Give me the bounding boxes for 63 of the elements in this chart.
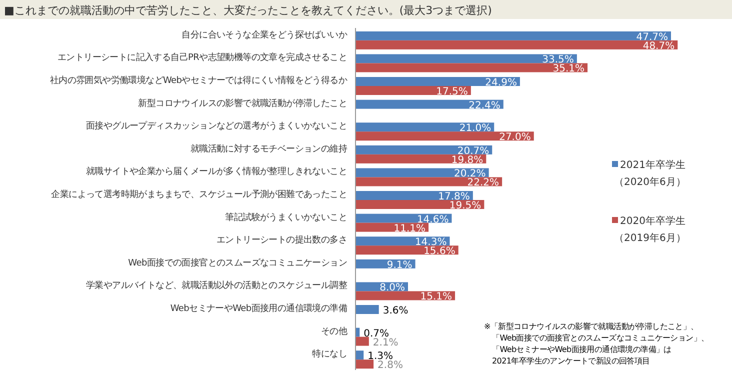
y-tick-label: エントリーシートに記入する自己PRや志望動機等の文章を完成させること <box>58 52 347 64</box>
bar <box>355 336 369 346</box>
data-label: 21.0% <box>459 123 492 134</box>
data-label: 14.6% <box>416 214 449 226</box>
y-tick-label: 企業によって選考時期がまちまちで、スケジュール予測が困難であったこと <box>51 189 347 200</box>
bar <box>355 168 489 178</box>
y-tick-label: 新型コロナウイルスの影響で就職活動が停滞したこと <box>138 98 347 109</box>
annotation: 2021年卒学生のアンケートで新設の回答項目 <box>492 356 650 366</box>
data-label: 47.7% <box>636 32 668 43</box>
annotation: ※「新型コロナウイルスの影響で就職活動が停滞したこと」、 <box>484 322 698 331</box>
legend-label: 2021年卒学生（2020年6月） <box>614 159 686 188</box>
data-label: 17.5% <box>436 86 468 98</box>
bar <box>355 191 473 200</box>
data-label: 2.1% <box>372 337 398 348</box>
bar <box>355 305 379 314</box>
text: ■これまでの就職活動の中で苦労したこと、大変だったことを教えてください。(最大3つまで選択) <box>4 4 492 17</box>
data-label: 27.0% <box>499 132 531 144</box>
data-label: 19.8% <box>451 154 484 166</box>
y-tick-label: Web面接での面接官とのスムーズなコミュニケーション <box>128 257 348 268</box>
bar <box>355 145 492 154</box>
bar <box>355 40 678 50</box>
data-label: 22.2% <box>467 178 500 189</box>
bar <box>355 63 588 72</box>
bar <box>355 154 486 164</box>
y-tick-label: 面接やグループディスカッションなどの選考がうまくいかないこと <box>86 120 347 132</box>
bar <box>355 77 520 86</box>
data-label: 2.8% <box>378 360 403 372</box>
data-label: 19.5% <box>449 200 482 212</box>
bar <box>355 100 504 109</box>
y-tick-label: 就職サイトや企業から届くメールが多く情報が整理しきれないこと <box>86 166 347 178</box>
data-label: 15.1% <box>420 292 452 303</box>
legend-label: 2020年卒学生（2019年6月） <box>614 215 686 244</box>
data-label: 9.1% <box>386 260 412 271</box>
y-tick-label: 社内の雰囲気や労働環境などWebやセミナーでは得にくい情報をどう得るか <box>50 75 348 86</box>
data-label: 3.6% <box>382 306 408 316</box>
bar <box>355 122 494 132</box>
data-label: 35.1% <box>552 64 585 75</box>
bar <box>355 132 534 141</box>
data-label: 20.7% <box>457 146 490 157</box>
y-tick-label: 就職活動に対するモチベーションの維持 <box>190 143 348 154</box>
bar <box>355 360 374 369</box>
data-label: 22.4% <box>468 100 500 112</box>
y-tick-label: 学業やアルバイトなど、就職活動以外の活動とのスケジュール調整 <box>86 280 348 292</box>
bar <box>355 31 671 40</box>
annotation: 「Web面接での面接官とのスムーズなコミュニケーション」、 <box>492 334 709 342</box>
y-tick-label: エントリーシートの提出数の多さ <box>216 234 347 246</box>
y-tick-label: 特になし <box>312 348 347 360</box>
y-tick-label: WebセミナーやWeb面接用の通信環境の準備 <box>170 303 348 314</box>
annotation: 「WebセミナーやWeb面接用の通信環境の準備」は <box>492 345 672 354</box>
data-label: 8.0% <box>380 282 405 294</box>
data-label: 0.7% <box>364 328 390 340</box>
bar <box>355 86 471 95</box>
data-label: 11.1% <box>394 223 426 234</box>
bar <box>355 177 502 186</box>
data-label: 48.7% <box>642 40 675 52</box>
y-tick-label: その他 <box>320 326 348 337</box>
y-tick-label: 筆記試験がうまくいかないこと <box>225 212 347 223</box>
bar <box>355 54 577 64</box>
y-tick-label: 自分に合いそうな企業をどう探せばいいか <box>182 29 348 40</box>
data-label: 15.6% <box>424 246 456 258</box>
data-label: 17.8% <box>438 192 470 202</box>
bar <box>355 200 484 209</box>
data-label: 24.9% <box>485 78 517 88</box>
